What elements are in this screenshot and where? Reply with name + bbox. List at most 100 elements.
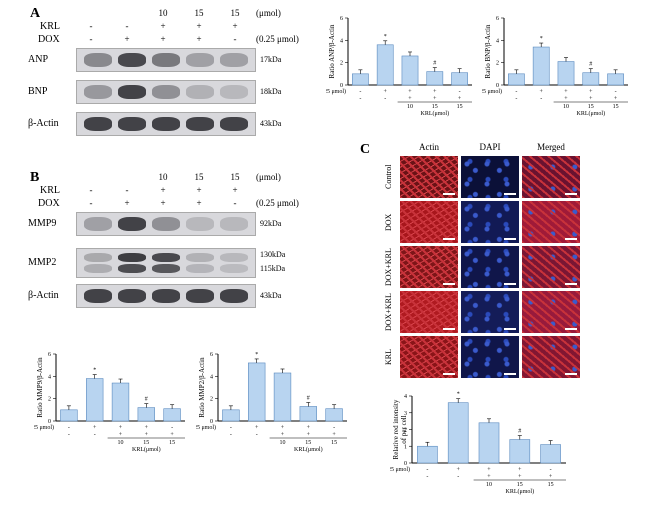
svg-text:-: - (615, 89, 617, 95)
svg-text:+: + (307, 425, 311, 431)
svg-text:+: + (518, 467, 522, 473)
blot-label-β-actin: β-Actin (28, 290, 59, 301)
blot-β-actin (76, 284, 256, 308)
svg-text:-: - (230, 432, 232, 438)
svg-text:+: + (487, 474, 491, 480)
v: 15 (182, 172, 216, 182)
scale-bar (443, 193, 455, 195)
v: - (110, 185, 144, 195)
svg-text:+: + (119, 425, 123, 431)
svg-text:10: 10 (407, 104, 413, 110)
row-header-1: DOX (384, 201, 393, 243)
svg-text:+: + (614, 96, 618, 102)
v: + (146, 198, 180, 208)
svg-text:*: * (255, 352, 258, 358)
svg-text:15: 15 (169, 440, 175, 446)
dose-15b: 15 (218, 8, 252, 18)
blot-label-mmp9: MMP9 (28, 218, 56, 229)
micrograph-dox-actin (400, 201, 458, 243)
svg-text:-: - (540, 96, 542, 102)
svg-text:+: + (458, 96, 462, 102)
svg-text:4: 4 (496, 38, 499, 44)
scale-bar (565, 328, 577, 330)
scale-bar (504, 193, 516, 195)
v: + (146, 21, 180, 31)
svg-text:10: 10 (486, 482, 492, 488)
v: - (218, 198, 252, 208)
svg-text:-: - (515, 89, 517, 95)
row-header-4: KRL (384, 336, 393, 378)
panel-c-label: C (360, 142, 370, 158)
svg-text:-: - (515, 96, 517, 102)
svg-text:#: # (307, 395, 310, 401)
panel-a-dose-unit: (μmol) (256, 8, 281, 18)
blot-label-mmp2: MMP2 (28, 257, 56, 268)
v: + (182, 185, 216, 195)
v: - (74, 198, 108, 208)
panel-c-image-grid (400, 156, 580, 378)
blot-label-β-actin: β-Actin (28, 118, 59, 129)
svg-text:6: 6 (340, 16, 343, 22)
svg-text:2: 2 (496, 61, 499, 67)
svg-text:#: # (518, 429, 521, 435)
svg-text:2: 2 (210, 397, 213, 403)
panel-a-krl-label: KRL (40, 21, 60, 32)
v: 15 (218, 172, 252, 182)
row-header-3: DOX+KRL (384, 291, 393, 333)
svg-text:+: + (408, 96, 412, 102)
scale-bar (504, 373, 516, 375)
svg-text:+: + (119, 432, 123, 438)
v: + (218, 185, 252, 195)
svg-text:KRL(μmol): KRL(μmol) (577, 110, 606, 117)
svg-text:+: + (487, 467, 491, 473)
svg-text:1: 1 (404, 444, 407, 450)
panel-b-dox-unit: (0.25 μmol) (256, 198, 299, 208)
kda-mmp9: 92kDa (260, 219, 281, 228)
svg-text:-: - (426, 467, 428, 473)
svg-text:10: 10 (280, 440, 286, 446)
svg-text:15: 15 (305, 440, 311, 446)
panel-b-krl-row: - - + + + (74, 185, 252, 195)
svg-text:+: + (540, 89, 544, 95)
svg-text:KRL(μmol): KRL(μmol) (132, 446, 161, 453)
svg-text:10: 10 (118, 440, 124, 446)
svg-text:15: 15 (143, 440, 149, 446)
scale-bar (565, 283, 577, 285)
svg-text:-: - (550, 467, 552, 473)
scale-bar (504, 238, 516, 240)
svg-text:6: 6 (496, 16, 499, 22)
svg-text:-: - (68, 425, 70, 431)
svg-text:15: 15 (613, 104, 619, 110)
svg-text:DOX (0.25 μmol): DOX (0.25 μmol) (196, 424, 216, 431)
scale-bar (443, 328, 455, 330)
svg-text:-: - (230, 425, 232, 431)
panel-b-chart-mmp9: 0246*#Ratio MMP9/β-Actin-+++---+++101515… (34, 346, 189, 461)
micrograph-dox-krl-dapi (461, 246, 519, 288)
svg-text:+: + (170, 432, 174, 438)
svg-text:+: + (457, 467, 461, 473)
v: + (218, 21, 252, 31)
panel-b-dox-row: - + + + - (74, 198, 252, 208)
panel-b-dox-label: DOX (38, 198, 60, 209)
svg-text:KRL(μmol): KRL(μmol) (294, 446, 323, 453)
v: 10 (146, 172, 180, 182)
svg-text:-: - (459, 89, 461, 95)
v: + (182, 198, 216, 208)
svg-text:4: 4 (404, 394, 407, 400)
micrograph-krl-dapi (461, 336, 519, 378)
micrograph-dox-krl-merged (522, 246, 580, 288)
micrograph-dox-krl-actin (400, 246, 458, 288)
panel-a-dox-row: - + + + - (74, 34, 252, 44)
svg-text:2: 2 (340, 61, 343, 67)
svg-text:DOX (0.25 μmol): DOX (0.25 μmol) (34, 424, 54, 431)
micrograph-control-merged (522, 156, 580, 198)
blot-bnp (76, 80, 256, 104)
svg-text:#: # (145, 397, 148, 403)
blot-anp (76, 48, 256, 72)
kda-bnp: 18kDa (260, 87, 281, 96)
svg-text:-: - (94, 432, 96, 438)
svg-text:15: 15 (517, 482, 523, 488)
kda-mmp2: 130kDa (260, 250, 285, 259)
panel-a-chart-bnp: 0246*#Ratio BNP/β-Actin-+++---+++101515K… (482, 10, 632, 125)
svg-text:4: 4 (48, 374, 51, 380)
